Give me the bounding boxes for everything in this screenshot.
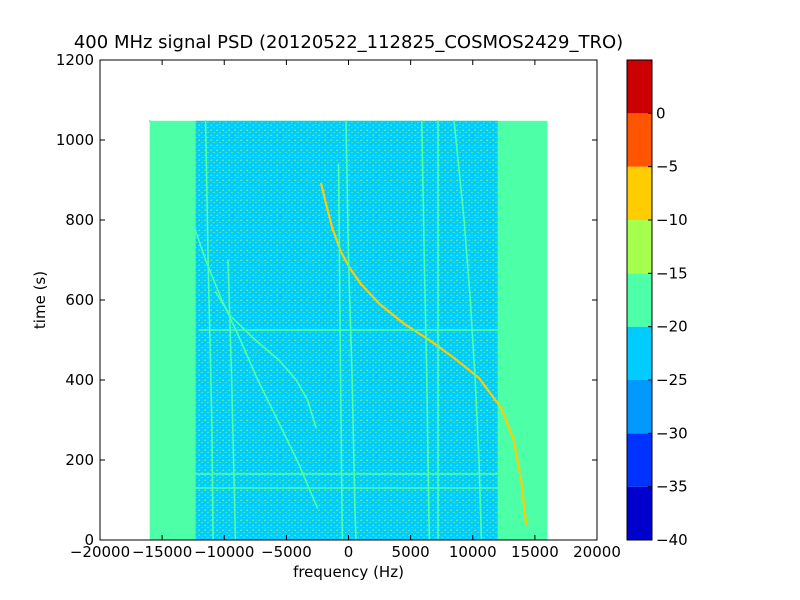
colorbar-tick-label: −30 [656,424,688,442]
colorbar-segment [627,113,652,167]
y-axis: 0 200 400 600 800 1000 1200 [56,51,597,549]
y-tick-label: 800 [65,211,94,229]
colorbar-tick-label: −10 [656,211,688,229]
colorbar-tick-label: −5 [656,158,678,176]
x-tick-label: −5000 [261,543,312,561]
signal-trace-4 [227,259,237,540]
x-axis-label: frequency (Hz) [293,563,404,581]
colorbar-segment [627,380,652,434]
colorbar-segment [627,166,652,220]
colorbar: −40 −35 −30 −25 −20 −15 −10 −5 0 [626,59,688,549]
signal-trace-5 [345,120,357,540]
colorbar-segment [627,433,652,487]
colorbar-tick-label: −15 [656,264,688,282]
signal-trace-1 [148,120,319,509]
x-tick-label: 15000 [511,543,559,561]
chart-title: 400 MHz signal PSD (20120522_112825_COSM… [74,32,623,53]
x-tick-label: −15000 [132,543,192,561]
signal-trace-0 [320,182,528,526]
y-tick-label: 600 [65,291,94,309]
x-tick-label: −10000 [194,543,254,561]
colorbar-frame [626,59,653,541]
x-tick-label: 0 [344,543,354,561]
signal-trace-7 [421,120,431,540]
x-tick-label: 5000 [392,543,430,561]
x-tick-label: 20000 [573,543,621,561]
colorbar-tick-label: −25 [656,371,688,389]
y-tick-label: 200 [65,451,94,469]
y-tick-label: 1200 [56,51,94,69]
heatmap-layer [148,120,548,540]
colorbar-segment [627,273,652,327]
y-tick-label: 400 [65,371,94,389]
colorbar-segment [627,220,652,274]
signal-traces [148,120,528,540]
y-axis-label: time (s) [31,271,49,329]
y-tick-label: 1000 [56,131,94,149]
x-tick-label: −20000 [70,543,130,561]
colorbar-segment [627,486,652,540]
signal-trace-6 [337,163,344,540]
colorbar-segment [627,326,652,380]
signal-trace-3 [204,120,214,540]
x-tick-label: 10000 [449,543,497,561]
y-tick-label: 0 [84,531,94,549]
colorbar-tick-label: −40 [656,531,688,549]
colorbar-segment [627,60,652,114]
colorbar-tick-label: −20 [656,318,688,336]
colorbar-tick-label: 0 [656,104,666,122]
x-axis: −20000 −15000 −10000 −5000 0 5000 10000 15000 20… [70,60,621,561]
colorbar-tick-label: −35 [656,478,688,496]
